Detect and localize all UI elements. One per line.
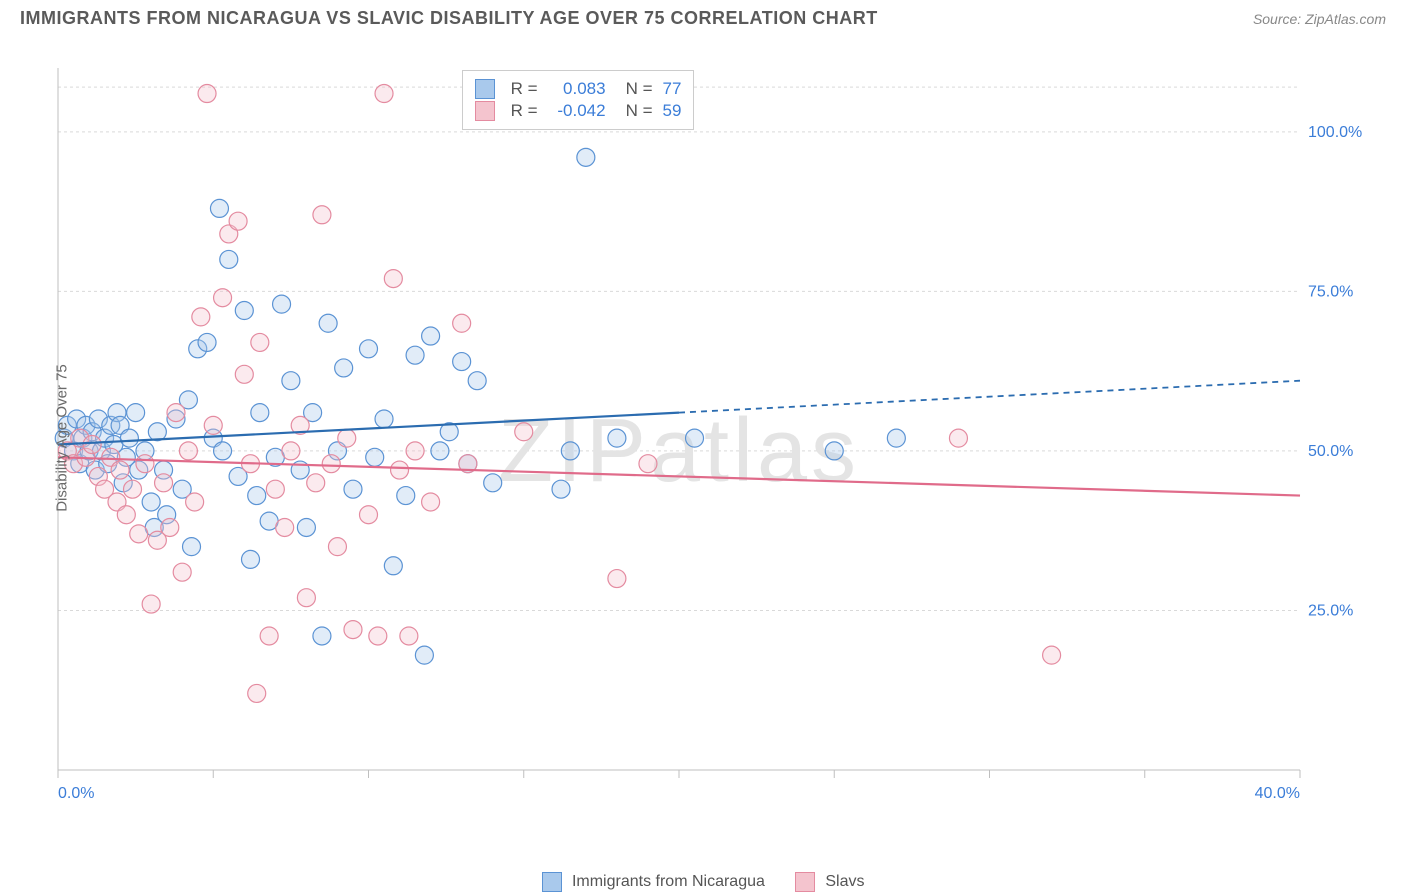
plot-area: Disability Age Over 75 25.0% 50.0% 75.0% 10… — [48, 58, 1380, 818]
svg-text:75.0%: 75.0% — [1308, 283, 1353, 300]
legend-label-slavs: Slavs — [825, 873, 864, 890]
source-label: Source: — [1253, 11, 1301, 27]
correlation-legend: R =0.083N =77R =-0.042N =59 — [462, 70, 695, 130]
svg-text:25.0%: 25.0% — [1308, 602, 1353, 619]
legend-swatch-nicaragua — [542, 872, 562, 892]
svg-text:100.0%: 100.0% — [1308, 124, 1362, 141]
y-axis-label: Disability Age Over 75 — [54, 364, 71, 512]
source-name: ZipAtlas.com — [1305, 11, 1386, 27]
source-credit: Source: ZipAtlas.com — [1253, 11, 1386, 27]
scatter-chart: 25.0%50.0%75.0%100.0%0.0%40.0%ZIPatlas — [48, 58, 1380, 818]
svg-text:0.0%: 0.0% — [58, 785, 94, 802]
chart-title: IMMIGRANTS FROM NICARAGUA VS SLAVIC DISA… — [20, 8, 878, 29]
title-bar: IMMIGRANTS FROM NICARAGUA VS SLAVIC DISA… — [0, 0, 1406, 29]
bottom-legend: Immigrants from Nicaragua Slavs — [0, 872, 1406, 892]
legend-item-nicaragua: Immigrants from Nicaragua — [542, 872, 765, 892]
legend-item-slavs: Slavs — [795, 872, 865, 892]
legend-swatch-slavs — [795, 872, 815, 892]
svg-text:50.0%: 50.0% — [1308, 443, 1353, 460]
legend-label-nicaragua: Immigrants from Nicaragua — [572, 873, 765, 890]
svg-text:40.0%: 40.0% — [1255, 785, 1300, 802]
